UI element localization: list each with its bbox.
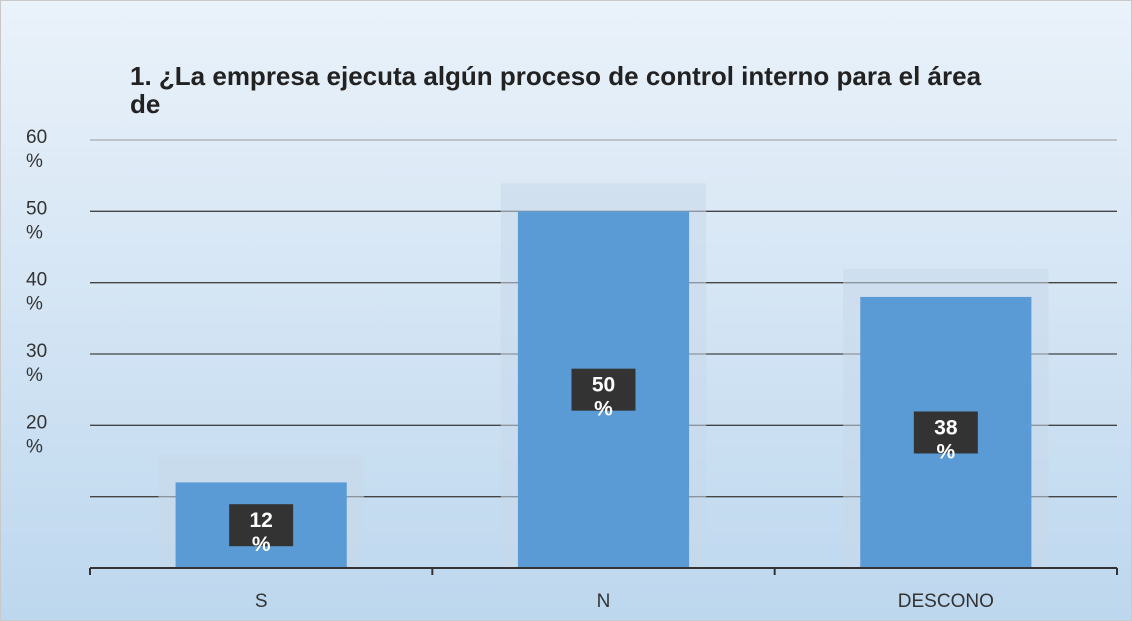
y-tick-label: 40% xyxy=(26,270,47,315)
chart-title: 1. ¿La empresa ejecuta algún proceso de … xyxy=(130,61,982,119)
value-label-box xyxy=(229,504,294,547)
x-tick-label: DESCONO xyxy=(898,591,994,612)
value-label: 38% xyxy=(934,416,958,463)
value-label: 12% xyxy=(249,509,272,556)
x-tick-label: N xyxy=(597,591,611,612)
x-tick-label: S xyxy=(255,591,268,612)
value-label-box xyxy=(571,368,636,411)
value-label-box xyxy=(913,411,978,454)
y-tick-label: 60% xyxy=(26,127,47,172)
y-tick-label: 50% xyxy=(26,198,47,243)
y-tick-label: 20% xyxy=(26,412,47,457)
y-tick-label: 30% xyxy=(26,341,47,386)
value-label: 50% xyxy=(592,373,615,420)
